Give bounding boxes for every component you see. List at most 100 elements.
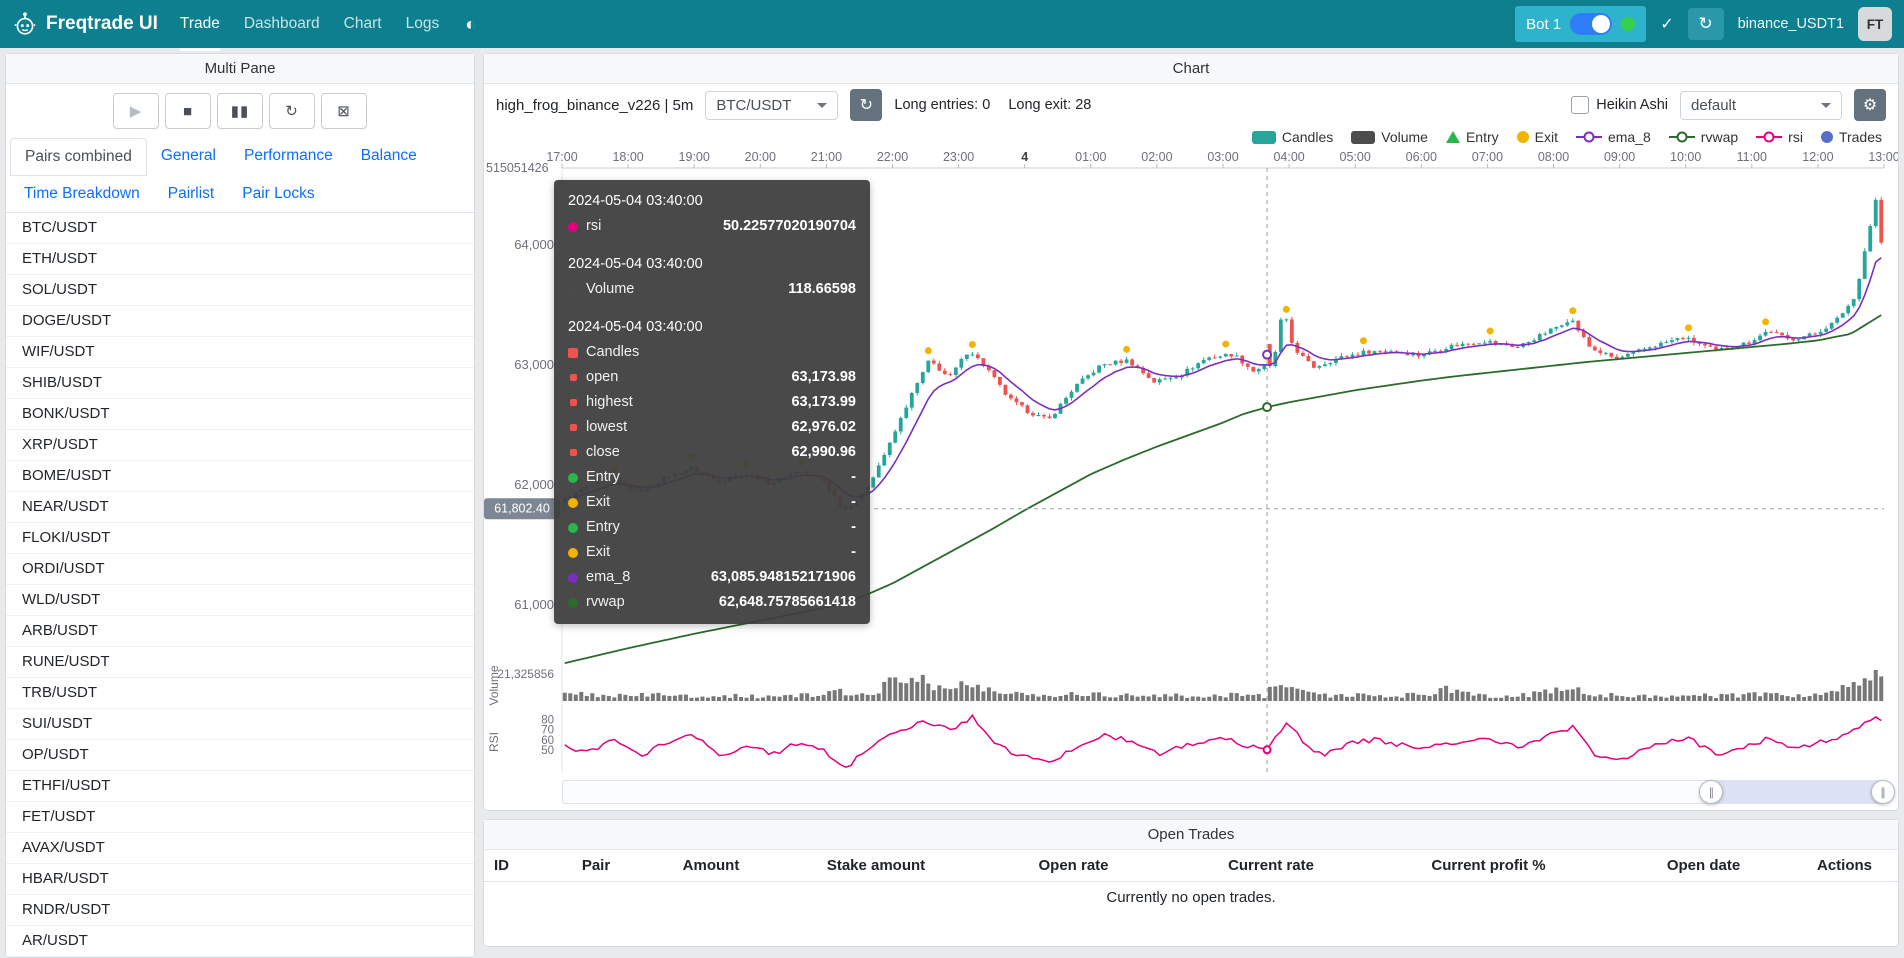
open-trades-title: Open Trades	[484, 820, 1898, 850]
pair-list-item[interactable]: FLOKI/USDT	[6, 523, 474, 554]
tab-pairs-combined[interactable]: Pairs combined	[10, 138, 147, 176]
rvwap-legend-icon	[1668, 131, 1695, 143]
plot-config-gear-button[interactable]: ⚙	[1854, 89, 1886, 121]
svg-text:61,000: 61,000	[514, 597, 554, 612]
svg-text:61,802.40: 61,802.40	[494, 502, 550, 516]
pair-list-item[interactable]: BONK/USDT	[6, 399, 474, 430]
svg-text:03:00: 03:00	[1207, 150, 1238, 164]
svg-text:63,000: 63,000	[514, 357, 554, 372]
tab-time-breakdown[interactable]: Time Breakdown	[24, 185, 140, 202]
pair-list-item[interactable]: OP/USDT	[6, 740, 474, 771]
navbar-right: Bot 1 ✓ ↻ binance_USDT1 FT	[1515, 6, 1892, 42]
pair-list-item[interactable]: AVAX/USDT	[6, 833, 474, 864]
chart-panel-title: Chart	[484, 54, 1898, 84]
tab-performance[interactable]: Performance	[243, 147, 333, 164]
pair-list-item[interactable]: RNDR/USDT	[6, 895, 474, 926]
heikin-ashi-label: Heikin Ashi	[1596, 97, 1668, 113]
price-volume-rsi-chart[interactable]: 17:00 18:00 19:00 20:00 21:00 22:00 23:00 4 01:0…	[484, 148, 1900, 778]
entry-legend-icon	[1445, 131, 1460, 143]
column-header-current-rate: Current rate	[1228, 857, 1314, 874]
datazoom-right-handle[interactable]: ∥	[1871, 780, 1895, 804]
pair-list-item[interactable]: ORDI/USDT	[6, 554, 474, 585]
bot-selector[interactable]: Bot 1	[1515, 6, 1647, 42]
datazoom-left-handle[interactable]: ∥	[1699, 780, 1724, 804]
column-header-open-date: Open date	[1666, 857, 1741, 874]
heikin-ashi-checkbox[interactable]	[1571, 96, 1590, 114]
legend-candles[interactable]: Candles	[1251, 129, 1333, 145]
reload-bot-button[interactable]: ↻	[1687, 8, 1724, 40]
pair-list-item[interactable]: FET/USDT	[6, 802, 474, 833]
pair-list-item[interactable]: ETH/USDT	[6, 244, 474, 275]
content-area: Multi Pane ▶ ■ ▮▮ ↻ ⊠ Pairs combined General P…	[0, 48, 1904, 958]
force-exit-button[interactable]: ⊠	[321, 93, 367, 129]
user-avatar[interactable]: FT	[1858, 7, 1892, 41]
pause-button[interactable]: ▮▮	[217, 93, 263, 129]
tab-balance[interactable]: Balance	[360, 147, 417, 164]
pair-list-item[interactable]: SHIB/USDT	[6, 368, 474, 399]
tab-pairlist[interactable]: Pairlist	[167, 185, 215, 202]
legend-ema-8[interactable]: ema_8	[1575, 129, 1651, 145]
svg-text:08:00: 08:00	[1538, 150, 1569, 164]
reload-bot-button[interactable]: ↻	[269, 93, 315, 129]
open-trades-empty-text: Currently no open trades.	[1106, 889, 1276, 906]
legend-exit[interactable]: Exit	[1516, 129, 1558, 145]
pair-list-item[interactable]: WIF/USDT	[6, 337, 474, 368]
legend-entry[interactable]: Entry	[1445, 129, 1499, 145]
trades-legend-icon	[1820, 131, 1833, 143]
svg-text:12:00: 12:00	[1802, 150, 1833, 164]
tab-pair-locks[interactable]: Pair Locks	[242, 185, 315, 202]
pair-list-item[interactable]: ETHFI/USDT	[6, 771, 474, 802]
pair-list-item[interactable]: XRP/USDT	[6, 430, 474, 461]
pair-list-item[interactable]: BOME/USDT	[6, 461, 474, 492]
nav-item-trade[interactable]: Trade	[179, 0, 220, 51]
pair-list-item[interactable]: SOL/USDT	[6, 275, 474, 306]
datazoom-selection[interactable]	[1711, 781, 1883, 803]
pair-list-item[interactable]: WLD/USDT	[6, 585, 474, 616]
legend-volume[interactable]: Volume	[1351, 129, 1428, 145]
strategy-timeframe-label: high_frog_binance_v226 | 5m	[496, 96, 694, 114]
datazoom-slider[interactable]: ∥ ∥	[562, 780, 1895, 804]
chevron-down-icon	[817, 102, 828, 108]
chart-legend: Candles Volume Entry Exit ema_8 rvwap rsi Trade…	[484, 126, 1898, 148]
stop-button[interactable]: ■	[165, 93, 211, 129]
heikin-ashi-option: Heikin Ashi	[1571, 96, 1668, 114]
svg-text:04:00: 04:00	[1273, 150, 1304, 164]
nav-item-logs[interactable]: Logs	[405, 15, 440, 32]
nav-item-dashboard[interactable]: Dashboard	[243, 15, 320, 32]
play-button[interactable]: ▶	[113, 93, 159, 129]
legend-trades[interactable]: Trades	[1820, 129, 1882, 145]
bot-toggle[interactable]	[1570, 13, 1613, 35]
pair-list-item[interactable]: RUNE/USDT	[6, 647, 474, 678]
pair-list-item[interactable]: NEAR/USDT	[6, 492, 474, 523]
pair-select[interactable]: BTC/USDT	[705, 90, 839, 120]
legend-rsi[interactable]: rsi	[1756, 129, 1803, 145]
svg-text:18:00: 18:00	[612, 150, 643, 164]
bot-name: Bot 1	[1526, 15, 1562, 33]
svg-text:02:00: 02:00	[1141, 150, 1172, 164]
legend-label: Entry	[1465, 129, 1499, 145]
signal-counts: Long entries: 0 Long exit: 28	[894, 97, 1091, 113]
theme-toggle-icon[interactable]: ◐	[465, 13, 477, 34]
legend-ring	[1583, 131, 1595, 143]
long-entries-label: Long entries: 0	[894, 97, 991, 113]
plot-config-select[interactable]: default	[1680, 90, 1842, 120]
legend-rvwap[interactable]: rvwap	[1668, 129, 1738, 145]
column-header-id: ID	[494, 857, 509, 874]
pair-list-item[interactable]: HBAR/USDT	[6, 864, 474, 895]
legend-label: ema_8	[1607, 129, 1651, 145]
pair-list-item[interactable]: BTC/USDT	[6, 213, 474, 244]
long-exit-label: Long exit: 28	[1008, 97, 1092, 113]
pair-list-item[interactable]: SUI/USDT	[6, 709, 474, 740]
pair-list-item[interactable]: DOGE/USDT	[6, 306, 474, 337]
refresh-chart-button[interactable]: ↻	[850, 89, 883, 121]
right-column: Chart high_frog_binance_v226 | 5m BTC/US…	[483, 53, 1900, 947]
svg-text:515051426: 515051426	[486, 161, 549, 175]
tab-general[interactable]: General	[160, 147, 216, 164]
pair-list-item[interactable]: AR/USDT	[6, 926, 474, 957]
open-trades-panel: Open Trades ID Pair Amount Stake amount Open…	[483, 819, 1899, 947]
nav-item-chart[interactable]: Chart	[343, 15, 382, 32]
rsi-legend-icon	[1756, 131, 1783, 143]
pair-list-item[interactable]: TRB/USDT	[6, 678, 474, 709]
svg-text:10:00: 10:00	[1670, 150, 1701, 164]
pair-list-item[interactable]: ARB/USDT	[6, 616, 474, 647]
